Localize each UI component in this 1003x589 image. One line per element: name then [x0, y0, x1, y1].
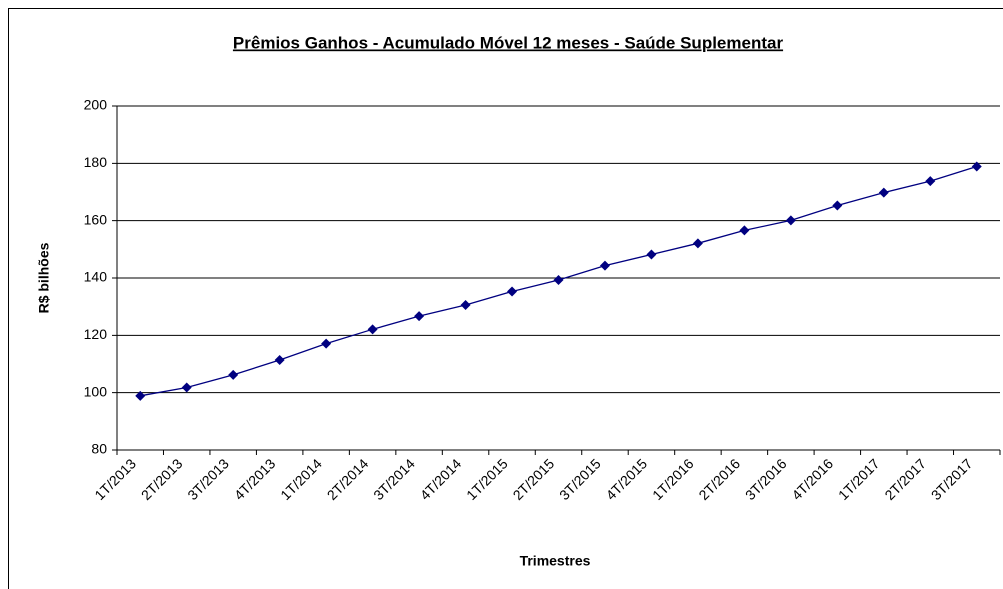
chart-title: Prêmios Ganhos - Acumulado Móvel 12 mese…: [233, 33, 784, 52]
y-axis-title: R$ bilhões: [36, 242, 52, 313]
marker: [553, 275, 564, 286]
marker: [925, 176, 936, 187]
x-tick-label: 4T/2013: [231, 455, 279, 503]
x-tick-label: 2T/2016: [695, 455, 743, 503]
marker: [367, 324, 378, 335]
x-tick-label: 4T/2014: [417, 455, 465, 503]
x-tick-label: 3T/2016: [742, 455, 790, 503]
x-tick-label: 2T/2013: [138, 455, 186, 503]
x-tick-label: 3T/2017: [928, 455, 976, 503]
marker: [878, 187, 889, 198]
x-tick-label: 2T/2015: [510, 455, 558, 503]
x-tick-label: 1T/2016: [649, 455, 697, 503]
x-tick-label: 3T/2015: [556, 455, 604, 503]
marker: [785, 215, 796, 226]
x-tick-label: 3T/2013: [184, 455, 232, 503]
marker: [181, 382, 192, 393]
y-tick-label: 100: [84, 383, 108, 399]
marker: [460, 299, 471, 310]
marker: [507, 286, 518, 297]
marker: [739, 225, 750, 236]
marker: [646, 249, 657, 260]
x-tick-label: 4T/2015: [603, 455, 651, 503]
x-tick-label: 4T/2016: [788, 455, 836, 503]
y-tick-label: 80: [91, 441, 107, 457]
x-tick-label: 1T/2014: [277, 455, 325, 503]
marker: [971, 161, 982, 172]
marker: [832, 200, 843, 211]
y-tick-label: 200: [84, 97, 108, 113]
marker: [228, 369, 239, 380]
marker: [599, 260, 610, 271]
x-tick-label: 2T/2017: [881, 455, 929, 503]
y-tick-label: 180: [84, 154, 108, 170]
x-tick-label: 2T/2014: [324, 455, 372, 503]
x-tick-label: 1T/2015: [463, 455, 511, 503]
marker: [414, 311, 425, 322]
x-tick-label: 1T/2013: [91, 455, 139, 503]
x-tick-label: 3T/2014: [370, 455, 418, 503]
y-tick-label: 160: [84, 211, 108, 227]
marker: [321, 338, 332, 349]
frame: [8, 8, 1003, 589]
y-tick-label: 140: [84, 269, 108, 285]
marker: [135, 390, 146, 401]
marker: [274, 354, 285, 365]
x-axis-title: Trimestres: [520, 553, 591, 569]
x-tick-label: 1T/2017: [835, 455, 883, 503]
y-tick-label: 120: [84, 326, 108, 342]
marker: [692, 238, 703, 249]
